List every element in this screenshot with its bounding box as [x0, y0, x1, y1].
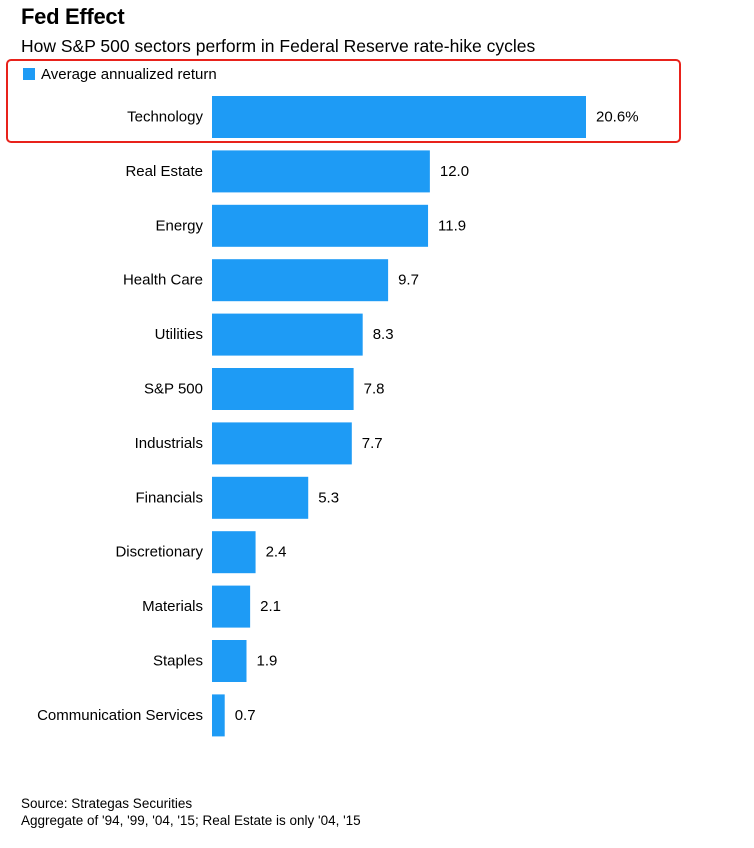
bar-real-estate [212, 150, 430, 193]
category-label-sandp-500: S&P 500 [144, 381, 203, 398]
bar-chart: Technology 20.6% Real Estate 12.0 Energy 11.9… [37, 96, 639, 737]
value-label-communication-services: 0.7 [235, 707, 256, 724]
category-label-discretionary: Discretionary [115, 544, 203, 561]
bar-energy [212, 204, 429, 247]
bar-discretionary [212, 531, 256, 574]
bar-staples [212, 640, 247, 682]
value-label-technology: 20.6% [596, 109, 639, 126]
category-label-technology: Technology [127, 109, 203, 126]
value-label-sandp-500: 7.8 [364, 381, 385, 398]
category-label-health-care: Health Care [123, 272, 203, 289]
bar-communication-services [212, 694, 225, 737]
value-label-discretionary: 2.4 [266, 544, 287, 561]
bar-materials [212, 585, 251, 628]
legend: Average annualized return [23, 64, 217, 84]
aggregate-note: Aggregate of '94, '99, '04, '15; Real Es… [21, 813, 361, 828]
legend-swatch [23, 68, 35, 80]
bar-utilities [212, 313, 363, 356]
value-label-materials: 2.1 [260, 598, 281, 615]
bar-sandp-500 [212, 368, 354, 410]
value-label-utilities: 8.3 [373, 326, 394, 343]
bar-industrials [212, 422, 352, 465]
chart-title: Fed Effect [21, 4, 125, 29]
value-label-energy: 11.9 [438, 217, 466, 234]
value-label-staples: 1.9 [256, 653, 277, 670]
value-label-financials: 5.3 [318, 489, 339, 506]
legend-label: Average annualized return [41, 65, 217, 83]
value-label-real-estate: 12.0 [440, 163, 469, 180]
category-label-industrials: Industrials [135, 435, 203, 452]
value-label-industrials: 7.7 [362, 435, 383, 452]
chart-subtitle: How S&P 500 sectors perform in Federal R… [21, 36, 536, 56]
source-note: Source: Strategas Securities [21, 796, 193, 811]
category-label-energy: Energy [155, 217, 203, 234]
bar-health-care [212, 259, 389, 302]
bar-technology [212, 96, 586, 138]
category-label-communication-services: Communication Services [37, 707, 203, 724]
category-label-materials: Materials [142, 598, 203, 615]
category-label-real-estate: Real Estate [125, 163, 203, 180]
category-label-financials: Financials [135, 489, 203, 506]
highlight-box [6, 59, 681, 143]
value-label-health-care: 9.7 [398, 272, 419, 289]
category-label-utilities: Utilities [155, 326, 203, 343]
bar-financials [212, 476, 309, 519]
category-label-staples: Staples [153, 653, 203, 670]
